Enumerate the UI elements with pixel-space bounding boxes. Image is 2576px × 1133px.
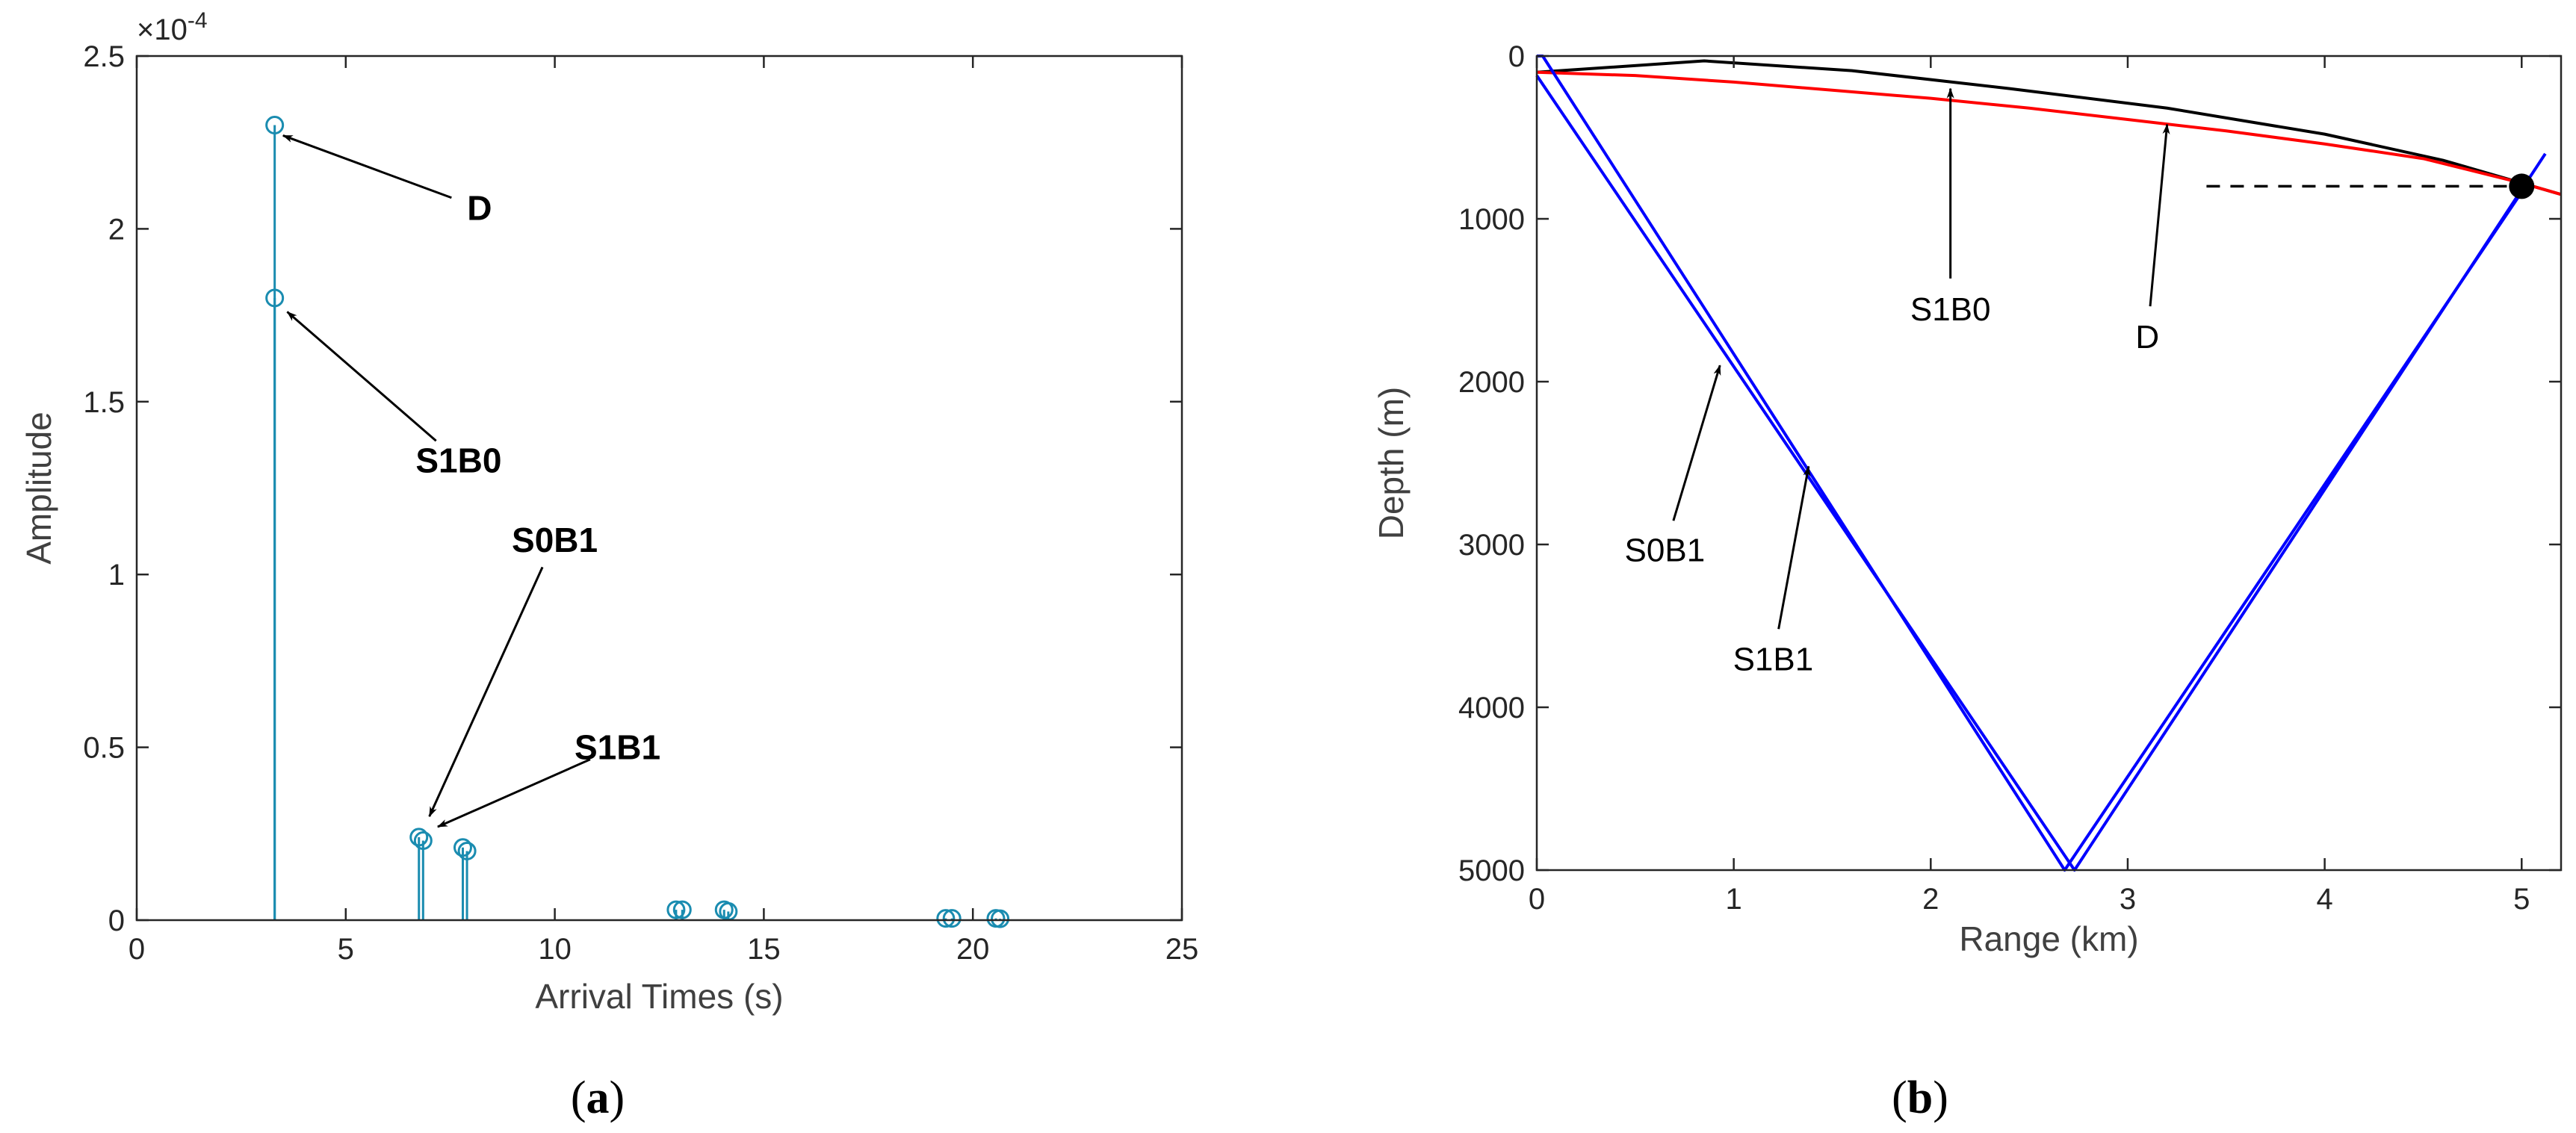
x-tick-label: 5 <box>2513 883 2530 916</box>
panel-b-chart: S1B0 D S0B1 S1B1 0 1 2 3 4 5 0 1000 2000 3000 4000 500… <box>1372 40 2563 1123</box>
x-axis-label: Range (km) <box>1959 919 2138 958</box>
annotation-arrow <box>428 566 544 818</box>
x-tick-label: 5 <box>338 933 354 966</box>
y-tick-label: 1 <box>108 559 125 592</box>
y-tick-label: 2000 <box>1458 366 1525 399</box>
y-tick-label: 0 <box>1508 40 1525 73</box>
annotation-label: S1B1 <box>1733 642 1814 678</box>
y-tick-label: 0 <box>108 904 125 937</box>
x-tick-label: 1 <box>1726 883 1742 916</box>
ray-path-line <box>1537 55 2527 872</box>
annotation-label: S0B1 <box>1625 533 1706 569</box>
plot-area-frame <box>135 55 1183 922</box>
stem-marker <box>409 828 429 847</box>
x-tick-label: 10 <box>538 933 572 966</box>
stem-marker <box>453 838 472 857</box>
annotation-label: D <box>2135 319 2159 356</box>
stem-marker <box>666 900 686 919</box>
annotation-label: S1B0 <box>415 441 501 479</box>
annotation-arrow <box>1777 465 1811 630</box>
x-tick-label: 2 <box>1922 883 1939 916</box>
receiver-marker <box>2509 173 2535 199</box>
annotation-arrow <box>2149 123 2170 307</box>
annotation-label: S1B1 <box>575 728 660 767</box>
stem-series <box>265 116 1010 928</box>
y-tick-label: 1.5 <box>83 386 125 419</box>
stem-marker <box>672 900 692 919</box>
y-tick-label: 2 <box>108 213 125 246</box>
x-tick-label: 0 <box>1529 883 1545 916</box>
y-tick-label: 0.5 <box>83 732 125 765</box>
y-tick-label: 5000 <box>1458 854 1525 887</box>
annotation-arrow <box>1672 364 1721 521</box>
plot-area-frame <box>1535 55 2563 872</box>
y-tick-label: 1000 <box>1458 203 1525 236</box>
x-tick-label: 25 <box>1165 933 1199 966</box>
stem-marker <box>457 841 477 860</box>
x-tick-label: 20 <box>956 933 990 966</box>
x-tick-label: 4 <box>2316 883 2332 916</box>
annotation-arrow <box>286 311 437 442</box>
stem-marker <box>942 909 962 928</box>
panel-a-chart: D S1B0 S0B1 S1B1 0 5 10 15 20 25 0 0.5 1 1.5 2 2.5 ×10… <box>19 8 1198 1124</box>
y-axis-label: Amplitude <box>19 412 58 565</box>
stem-marker <box>936 909 956 928</box>
x-tick-label: 0 <box>129 933 145 966</box>
ray-path-line <box>1536 70 2562 196</box>
y-tick-label: 4000 <box>1458 692 1525 724</box>
annotation-label: S0B1 <box>512 521 598 559</box>
stem-marker <box>265 288 285 308</box>
y-tick-label: 2.5 <box>83 40 125 73</box>
annotation-label: S1B0 <box>1910 291 1991 328</box>
ray-path-line <box>1536 59 2562 196</box>
y-axis-label: Depth (m) <box>1372 387 1411 539</box>
y-tick-label: 3000 <box>1458 529 1525 562</box>
panel-label-a: (a) <box>571 1073 625 1123</box>
annotation-arrow <box>282 134 452 199</box>
y-exponent-label: ×10-4 <box>137 8 208 47</box>
annotation-label: D <box>467 189 492 228</box>
stem-marker <box>413 831 433 851</box>
x-axis-label: Arrival Times (s) <box>535 977 783 1016</box>
stem-marker <box>265 116 285 135</box>
stem-marker <box>991 909 1010 928</box>
annotation-arrow <box>436 758 591 828</box>
x-tick-label: 15 <box>747 933 781 966</box>
panel-label-b: (b) <box>1892 1073 1948 1123</box>
x-tick-label: 3 <box>2120 883 2136 916</box>
